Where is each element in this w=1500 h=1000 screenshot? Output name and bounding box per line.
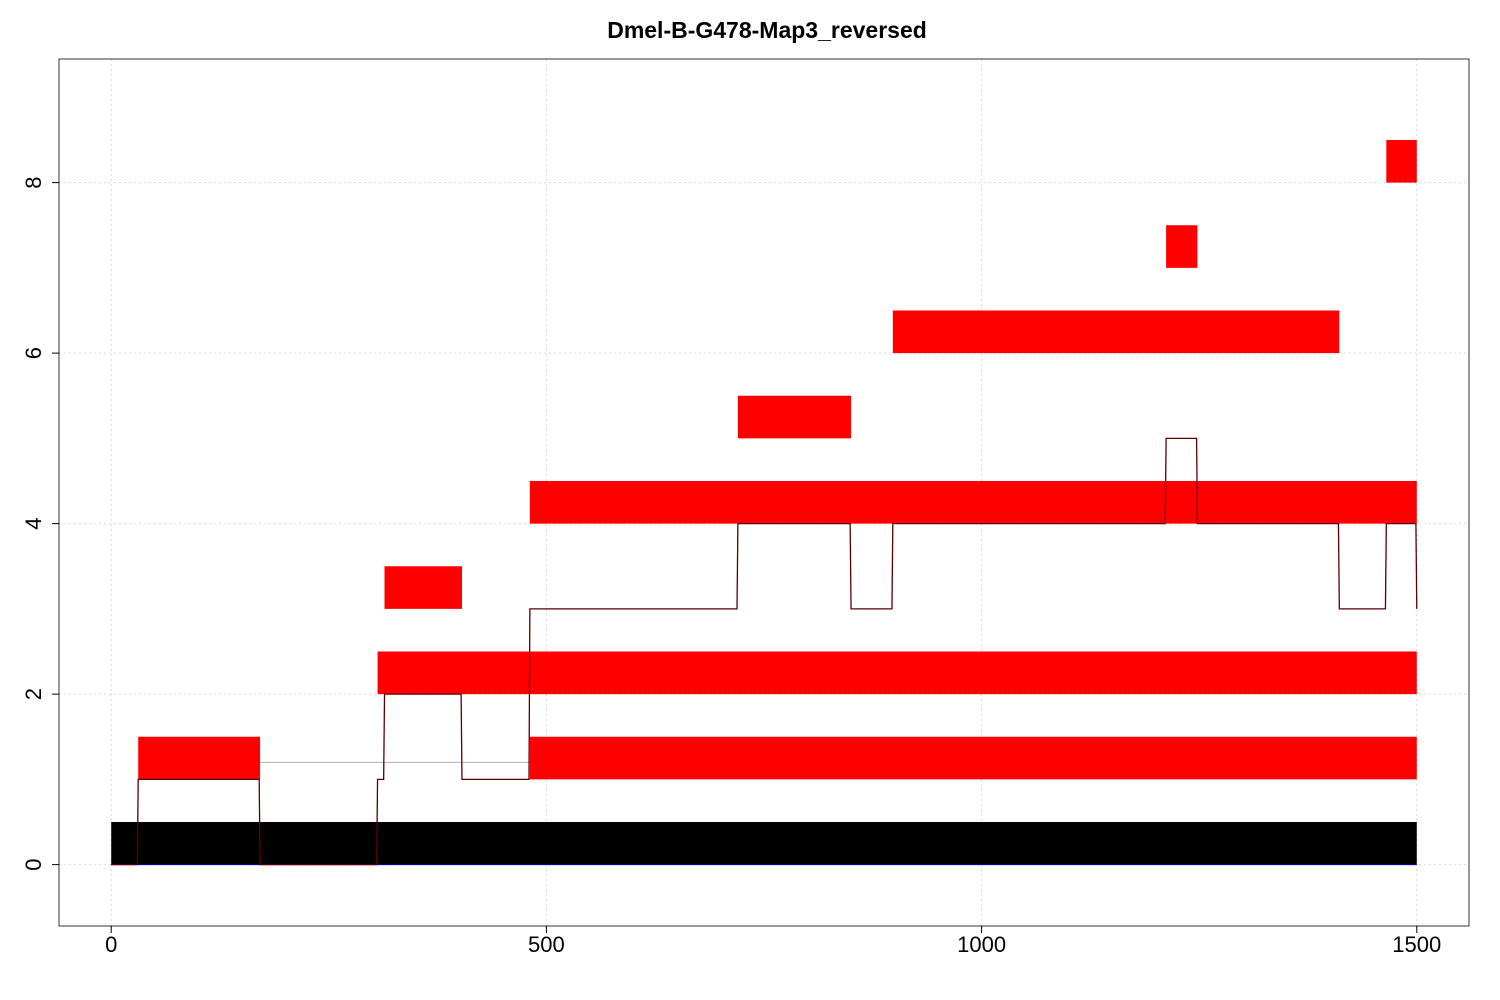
segment-bar <box>377 651 1417 695</box>
segment-bar <box>1386 139 1417 183</box>
segment-bar <box>384 566 462 609</box>
y-tick-label: 2 <box>21 688 46 700</box>
reference-bar <box>111 821 1417 865</box>
segment-bar <box>737 395 852 439</box>
segment-bar <box>138 736 261 780</box>
y-tick-label: 0 <box>21 858 46 870</box>
x-tick-label: 1500 <box>1392 932 1441 957</box>
x-tick-label: 0 <box>105 932 117 957</box>
x-tick-label: 500 <box>528 932 565 957</box>
segment-bar <box>892 310 1340 354</box>
coverage-line <box>111 437 1418 866</box>
y-tick-label: 6 <box>21 347 46 359</box>
y-tick-label: 8 <box>21 176 46 188</box>
x-tick-label: 1000 <box>957 932 1006 957</box>
segment-bar <box>529 480 1417 524</box>
coverage-series <box>111 437 1418 866</box>
axes: 0 500 1000 1500 0 2 4 6 8 <box>21 58 1470 957</box>
segment-bar <box>1166 225 1198 268</box>
y-tick-label: 4 <box>21 517 46 529</box>
segment-bar <box>529 736 1417 780</box>
chart-title: Dmel-B-G478-Map3_reversed <box>607 17 927 43</box>
bars <box>111 139 1417 865</box>
plot-frame <box>58 58 1470 927</box>
